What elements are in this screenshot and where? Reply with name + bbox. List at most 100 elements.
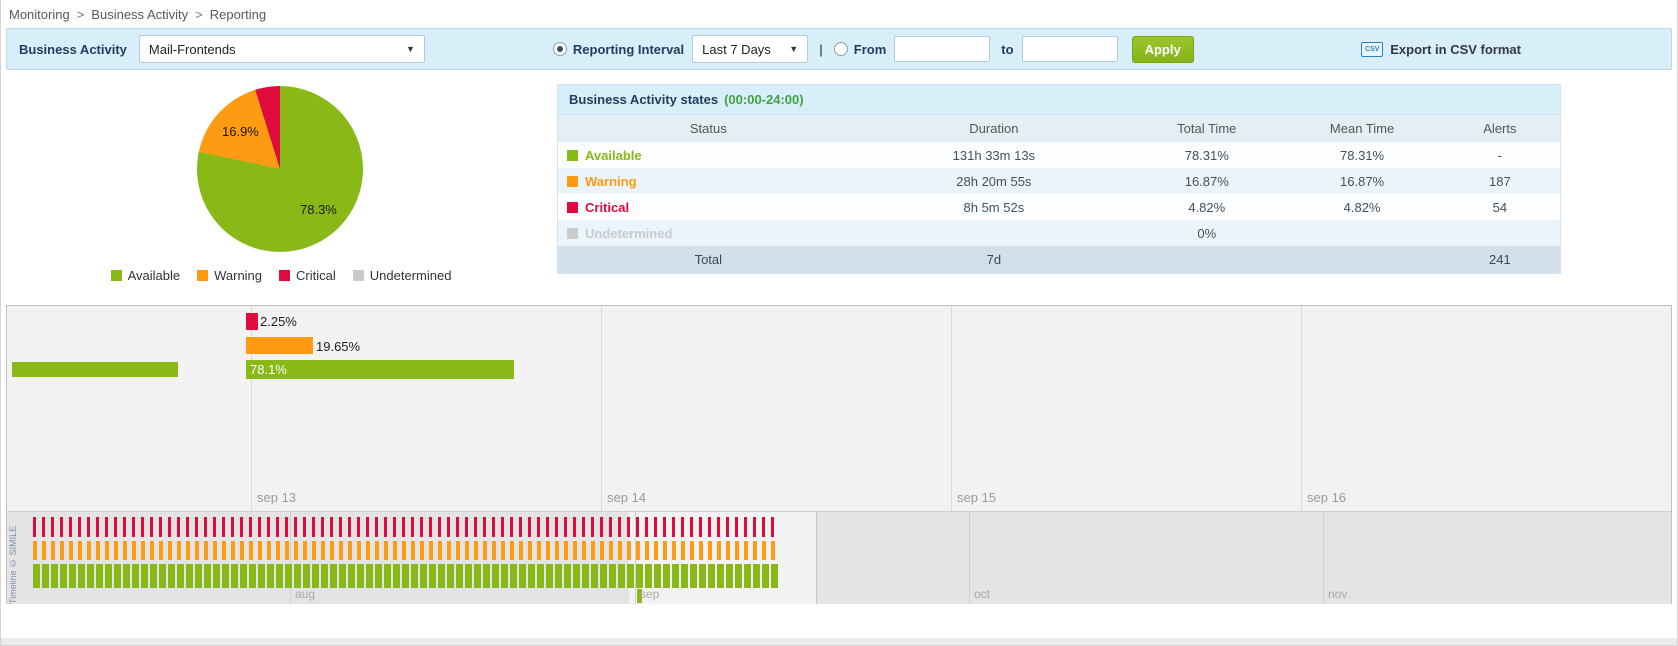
critical-tick	[258, 517, 261, 537]
available-tick	[60, 564, 67, 588]
available-tick	[726, 564, 733, 588]
available-tick	[555, 564, 562, 588]
chevron-down-icon: ▼	[405, 44, 415, 54]
total-duration: 7d	[986, 252, 1002, 267]
available-tick	[204, 564, 211, 588]
custom-range-radio[interactable]	[833, 42, 848, 56]
legend-label: Undetermined	[369, 268, 452, 283]
overview-gridline	[290, 512, 291, 604]
available-tick	[150, 564, 157, 588]
critical-tick	[690, 517, 693, 537]
timeline-viewport-highlight[interactable]	[629, 512, 817, 604]
available-tick	[582, 564, 589, 588]
critical-tick	[132, 517, 135, 537]
critical-tick	[555, 517, 558, 537]
critical-tick	[69, 517, 72, 537]
overview-ticks-available	[33, 564, 780, 588]
warning-tick	[303, 541, 307, 560]
warning-tick	[276, 541, 280, 560]
warning-tick	[42, 541, 46, 560]
reporting-interval-select[interactable]: Last 7 Days ▼	[692, 35, 809, 63]
critical-tick	[411, 517, 414, 537]
critical-tick	[465, 517, 468, 537]
breadcrumb-monitoring[interactable]: Monitoring	[9, 7, 70, 22]
available-tick	[483, 564, 490, 588]
warning-tick	[447, 541, 451, 560]
timeline-overview-band[interactable]: aug sep oct nov Timeline © SIMILE	[7, 512, 1671, 604]
available-tick	[537, 564, 544, 588]
overview-gridline	[635, 512, 636, 604]
available-tick	[168, 564, 175, 588]
critical-tick	[537, 517, 540, 537]
available-tick	[330, 564, 337, 588]
breadcrumb-business-activity[interactable]: Business Activity	[91, 7, 189, 22]
critical-tick	[168, 517, 171, 537]
warning-tick	[294, 541, 298, 560]
warning-tick	[717, 541, 721, 560]
critical-tick	[663, 517, 666, 537]
to-date-input[interactable]	[1021, 36, 1118, 62]
warning-tick	[105, 541, 109, 560]
business-activity-selected-value: Mail-Frontends	[148, 41, 236, 57]
timeline-credit-link[interactable]: Timeline © SIMILE	[8, 525, 18, 604]
apply-button[interactable]: Apply	[1131, 35, 1194, 63]
critical-tick	[636, 517, 639, 537]
legend-swatch	[197, 270, 209, 281]
available-tick	[78, 564, 85, 588]
table-total-row: Total 7d 241	[558, 246, 1560, 273]
table-row-available: Available 131h 33m 13s 78.31% 78.31% -	[558, 142, 1560, 168]
warning-tick	[330, 541, 334, 560]
critical-tick	[627, 517, 630, 537]
warning-tick	[240, 541, 244, 560]
critical-tick	[402, 517, 405, 537]
critical-tick	[213, 517, 216, 537]
available-tick	[222, 564, 229, 588]
available-tick	[312, 564, 319, 588]
timeline-gridline	[951, 306, 952, 511]
available-tick	[717, 564, 724, 588]
warning-tick	[213, 541, 217, 560]
timeline-main-band[interactable]: sep 13 sep 14 sep 15 sep 16 2.25% 19.65%…	[7, 306, 1671, 512]
legend-swatch	[279, 270, 291, 281]
breadcrumb-reporting[interactable]: Reporting	[209, 7, 267, 22]
critical-tick	[420, 517, 423, 537]
warning-tick	[456, 541, 460, 560]
from-date-input[interactable]	[894, 36, 991, 62]
available-tick	[753, 564, 760, 588]
business-activity-select[interactable]: Mail-Frontends ▼	[138, 35, 425, 63]
total-time-value: 0%	[1197, 225, 1217, 241]
critical-tick	[447, 517, 450, 537]
warning-tick	[537, 541, 541, 560]
available-tick	[159, 564, 166, 588]
horizontal-scrollbar[interactable]	[1, 638, 1677, 645]
warning-tick	[474, 541, 478, 560]
warning-tick	[258, 541, 262, 560]
available-tick	[42, 564, 49, 588]
axis-label-sep16: sep 16	[1307, 490, 1347, 505]
critical-tick	[393, 517, 396, 537]
export-csv-label: Export in CSV format	[1390, 41, 1521, 57]
legend-item-warning: Warning	[197, 268, 262, 283]
critical-tick	[330, 517, 333, 537]
critical-tick	[222, 517, 225, 537]
available-tick	[69, 564, 76, 588]
warning-tick	[312, 541, 316, 560]
column-header-alerts: Alerts	[1483, 121, 1517, 136]
table-row-undetermined: Undetermined 0%	[558, 220, 1560, 246]
available-tick	[501, 564, 508, 588]
critical-tick	[366, 517, 369, 537]
available-tick	[528, 564, 535, 588]
reporting-interval-radio[interactable]	[552, 42, 567, 56]
pie-slice-label-warning: 16.9%	[222, 124, 259, 139]
critical-tick	[204, 517, 207, 537]
critical-tick	[654, 517, 657, 537]
available-tick	[681, 564, 688, 588]
available-tick	[285, 564, 292, 588]
total-label: Total	[694, 252, 723, 267]
warning-tick	[348, 541, 352, 560]
export-csv-button[interactable]: CSV Export in CSV format	[1361, 41, 1521, 57]
warning-tick	[771, 541, 775, 560]
status-swatch-undetermined	[567, 227, 578, 239]
critical-tick	[681, 517, 684, 537]
critical-tick	[186, 517, 189, 537]
